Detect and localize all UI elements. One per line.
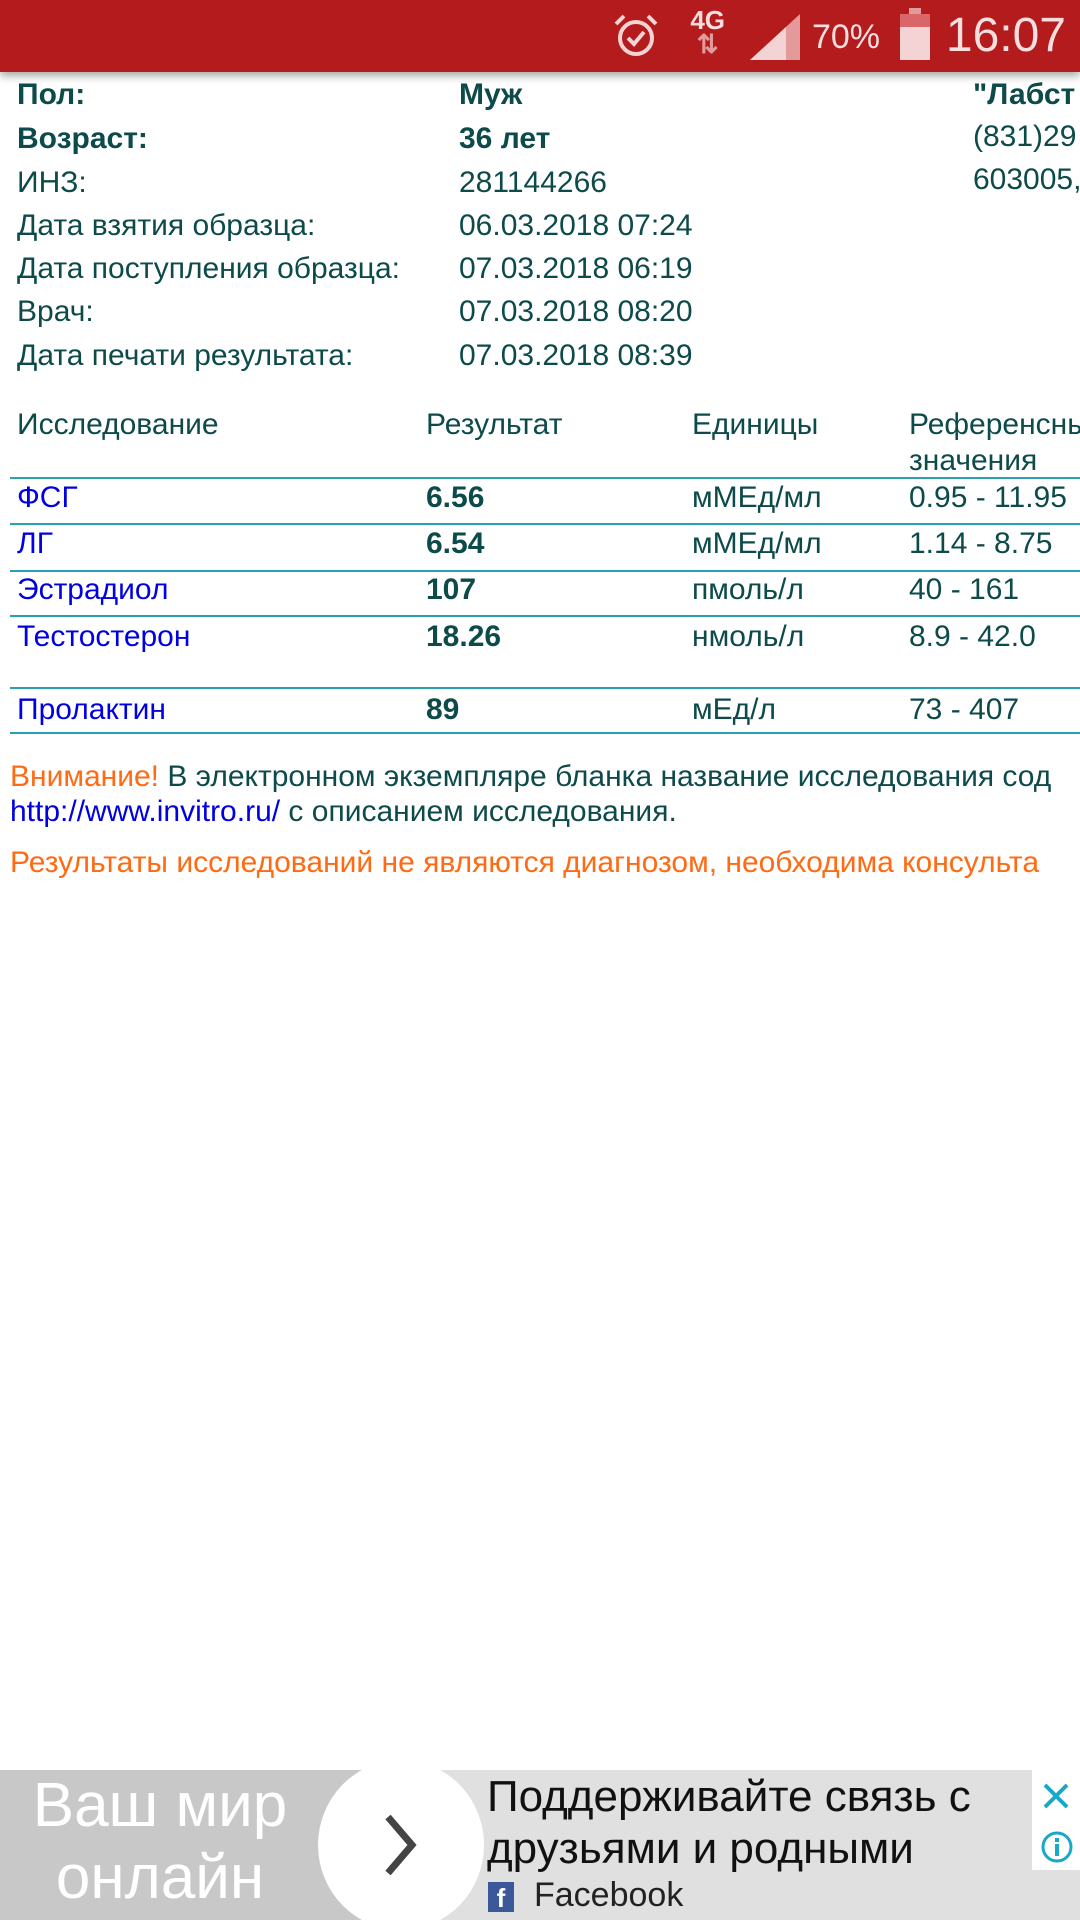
battery-percent: 70% <box>811 18 880 56</box>
ad-slogan-2: онлайн <box>55 1843 265 1912</box>
lab-address: 603005, <box>973 163 1080 196</box>
patient-value: 06.03.2018 07:24 <box>459 209 693 242</box>
invitro-link[interactable]: http://www.invitro.ru/ <box>10 795 281 828</box>
info-icon[interactable] <box>1040 1830 1074 1864</box>
test-name-link[interactable]: Эстрадиол <box>17 573 169 606</box>
patient-label: Пол: <box>17 78 86 111</box>
ad-headline-1: Поддерживайте связь с <box>487 1772 971 1821</box>
ad-slogan: Ваш мир онлайн <box>30 1770 290 1914</box>
notice-text-2: с описанием исследования. <box>280 795 677 828</box>
patient-label: Врач: <box>17 295 94 328</box>
header-units: Единицы <box>692 408 819 441</box>
ad-slogan-1: Ваш мир <box>32 1771 288 1840</box>
test-units: мЕд/л <box>692 693 776 726</box>
divider <box>10 732 1080 734</box>
divider <box>10 615 1080 617</box>
test-reference: 73 - 407 <box>909 693 1020 726</box>
test-result: 18.26 <box>426 620 502 653</box>
test-result: 107 <box>426 573 477 606</box>
test-reference: 1.14 - 8.75 <box>909 527 1053 560</box>
header-reference-2: значения <box>909 444 1038 477</box>
divider <box>10 687 1080 689</box>
patient-label: Дата поступления образца: <box>17 252 400 285</box>
signal-icon <box>750 14 800 60</box>
close-icon[interactable] <box>1042 1782 1070 1810</box>
ad-banner[interactable]: Ваш мир онлайн Поддерживайте связь с друз… <box>0 1770 1080 1920</box>
battery-icon <box>900 8 930 60</box>
ad-arrow-button[interactable] <box>318 1770 484 1920</box>
divider <box>10 523 1080 525</box>
lab-name: "Лабст <box>973 78 1076 111</box>
data-transfer-icon: ⇅ <box>696 29 719 59</box>
patient-label: Дата взятия образца: <box>17 209 316 242</box>
patient-value: 07.03.2018 08:20 <box>459 295 693 328</box>
divider <box>10 570 1080 572</box>
test-units: пмоль/л <box>692 573 804 606</box>
test-name-link[interactable]: ЛГ <box>17 527 53 560</box>
alarm-icon <box>614 14 658 56</box>
notice-line-2: http://www.invitro.ru/ с описанием иссле… <box>10 795 677 829</box>
status-bar: 4G ⇅ 70% 16:07 <box>0 0 1080 72</box>
test-name-link[interactable]: Пролактин <box>17 693 166 726</box>
attention-label: Внимание! <box>10 760 159 793</box>
header-test: Исследование <box>17 408 219 441</box>
notice-text: В электронном экземпляре бланка название… <box>159 760 1052 793</box>
lab-phone: (831)29 <box>973 120 1077 153</box>
divider <box>10 477 1080 479</box>
network-type: 4G <box>690 5 725 35</box>
patient-label: Возраст: <box>17 122 148 155</box>
patient-value: 07.03.2018 08:39 <box>459 339 693 372</box>
patient-value: 281144266 <box>459 166 607 199</box>
test-result: 6.56 <box>426 481 485 514</box>
test-result: 89 <box>426 693 460 726</box>
ad-headline-2: друзьями и родными <box>487 1824 914 1873</box>
network-indicator: 4G ⇅ <box>690 5 725 59</box>
test-reference: 8.9 - 42.0 <box>909 620 1036 653</box>
notice-line-1: Внимание! В электронном экземпляре бланк… <box>10 760 1051 794</box>
patient-value: Муж <box>459 78 523 111</box>
header-reference: Референсные <box>909 408 1080 441</box>
disclaimer: Результаты исследований не являются диаг… <box>10 846 1040 879</box>
test-reference: 40 - 161 <box>909 573 1020 606</box>
test-reference: 0.95 - 11.95 <box>909 481 1067 514</box>
ad-controls <box>1032 1770 1080 1870</box>
clock: 16:07 <box>945 9 1066 62</box>
test-result: 6.54 <box>426 527 485 560</box>
patient-value: 07.03.2018 06:19 <box>459 252 693 285</box>
test-units: нмоль/л <box>692 620 805 653</box>
test-units: мМЕд/мл <box>692 481 822 514</box>
test-name-link[interactable]: ФСГ <box>17 481 78 514</box>
patient-value: 36 лет <box>459 122 551 155</box>
patient-label: ИНЗ: <box>17 166 87 199</box>
test-units: мМЕд/мл <box>692 527 822 560</box>
test-name-link[interactable]: Тестостерон <box>17 620 191 653</box>
facebook-icon: f <box>488 1882 514 1913</box>
header-result: Результат <box>426 408 563 441</box>
chevron-right-icon <box>385 1815 417 1875</box>
ad-source: Facebook <box>534 1876 684 1914</box>
patient-label: Дата печати результата: <box>17 339 354 372</box>
